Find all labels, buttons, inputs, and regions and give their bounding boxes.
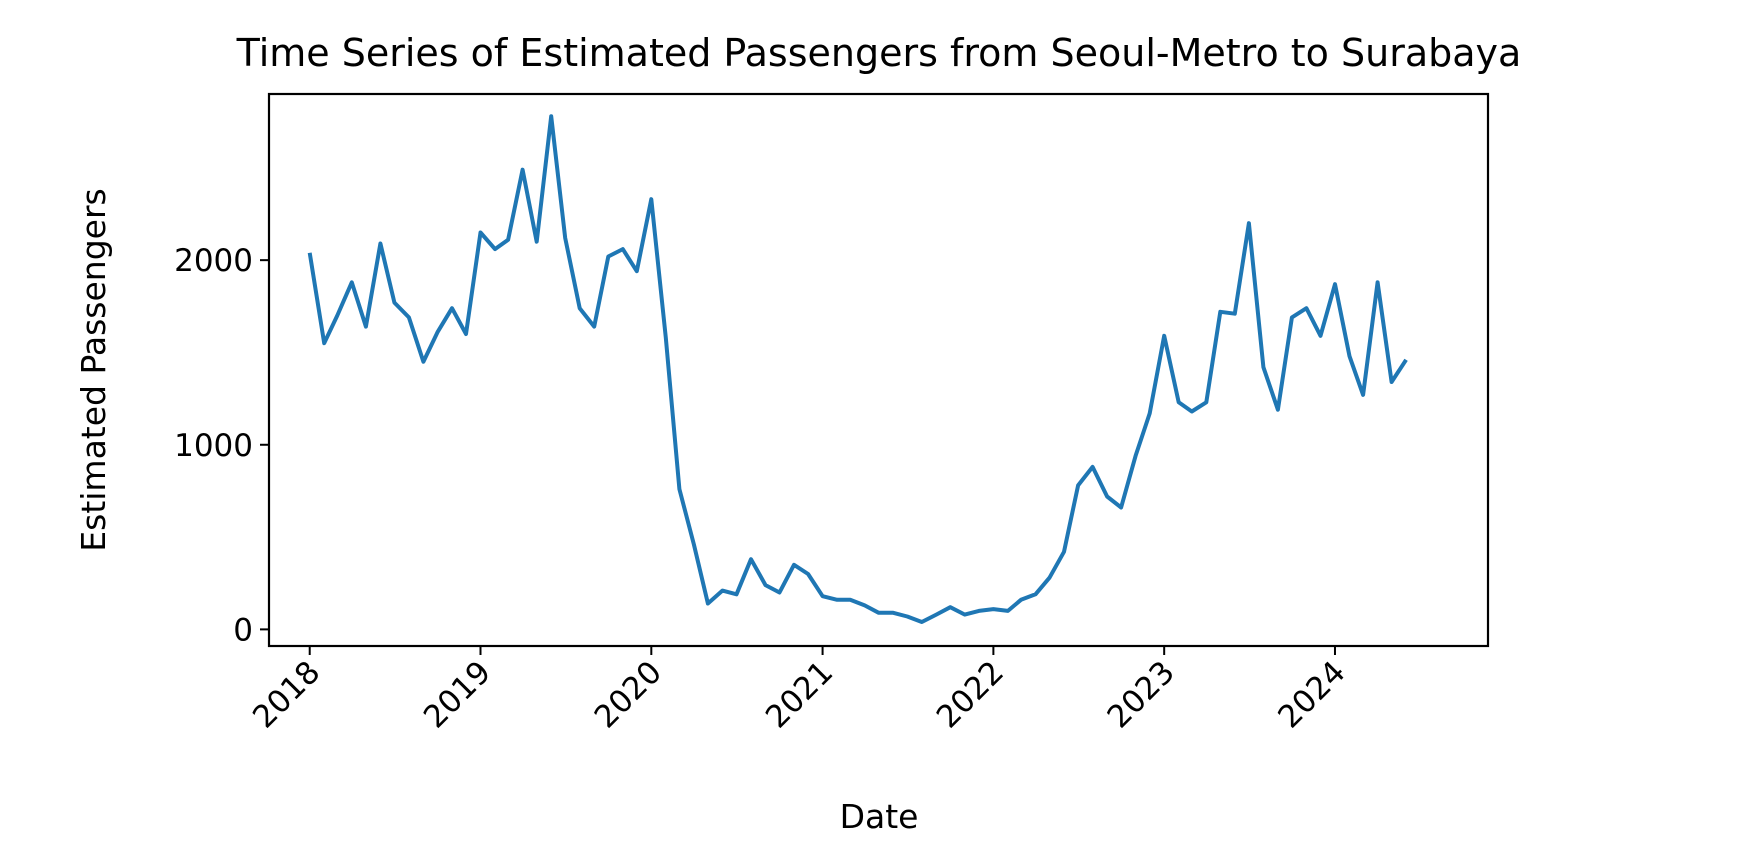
- x-tick-label: 2022: [930, 654, 1011, 735]
- series-line: [307, 114, 1408, 624]
- x-tick-label: 2023: [1101, 654, 1182, 735]
- y-axis: 0 1000 2000: [174, 243, 269, 648]
- y-tick-label: 1000: [174, 428, 253, 464]
- x-axis-label: Date: [840, 797, 919, 836]
- x-tick-label: 2024: [1271, 654, 1352, 735]
- x-tick-label: 2018: [246, 654, 327, 735]
- chart-title: Time Series of Estimated Passengers from…: [236, 31, 1522, 75]
- x-tick-label: 2019: [417, 654, 498, 735]
- plot-area-frame: [267, 92, 1490, 648]
- y-tick-label: 0: [233, 612, 253, 648]
- y-tick-label: 2000: [174, 243, 253, 279]
- y-axis-label: Estimated Passengers: [74, 188, 113, 551]
- x-tick-label: 2021: [759, 654, 840, 735]
- x-axis: 2018 2019 2020 2021 2022 2023 2024: [246, 646, 1353, 735]
- x-tick-label: 2020: [588, 654, 669, 735]
